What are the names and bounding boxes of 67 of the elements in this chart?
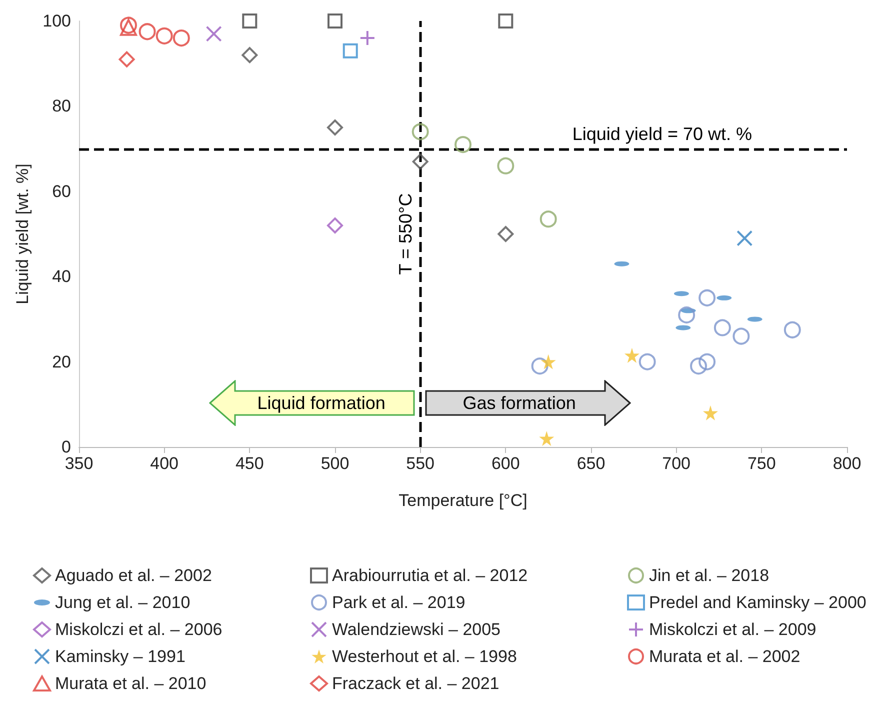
point	[498, 14, 514, 28]
y-axis-title: Liquid yield [wt. %]	[13, 164, 32, 304]
point	[690, 358, 708, 375]
y-tick-label: 40	[52, 267, 71, 286]
x-tick-label: 400	[150, 454, 179, 473]
x-tick-label: 650	[576, 454, 606, 473]
point	[736, 230, 753, 246]
y-tick-label: 60	[52, 182, 71, 201]
point	[638, 353, 656, 370]
point	[138, 23, 156, 40]
x-tick-label: 750	[747, 454, 776, 473]
point	[172, 30, 190, 47]
x-tick-label: 350	[64, 454, 94, 473]
x-tick-label: 450	[235, 454, 264, 473]
x-tick-label: 500	[320, 454, 350, 473]
legend-label: Jin et al. – 2018	[649, 566, 770, 585]
y-tick-label: 100	[42, 12, 71, 30]
point	[206, 26, 222, 42]
point	[624, 348, 640, 363]
point	[698, 353, 716, 370]
point	[342, 43, 358, 58]
point	[118, 51, 135, 68]
point	[359, 30, 376, 46]
x-tick-label: 550	[406, 454, 435, 473]
legend-label: Park et al. – 2019	[332, 593, 466, 612]
x-tick-label: 700	[662, 454, 691, 473]
point	[540, 354, 556, 370]
point	[242, 14, 258, 28]
legend-label: Fraczack et al. – 2021	[332, 674, 500, 693]
point	[539, 430, 554, 446]
legend-label: Walendziewski – 2005	[332, 620, 501, 639]
y-tick-label: 20	[52, 352, 71, 372]
x-tick-label: 600	[491, 454, 520, 473]
point	[327, 120, 343, 136]
point	[702, 405, 718, 420]
point	[497, 157, 514, 174]
ref-line-label: Liquid yield = 70 wt. %	[572, 124, 752, 144]
point	[328, 14, 342, 28]
legend-label: Kaminsky – 1991	[55, 647, 186, 666]
point	[412, 123, 429, 140]
point	[327, 217, 343, 234]
point	[784, 321, 801, 338]
y-tick-label: 80	[52, 96, 71, 116]
point	[156, 27, 173, 44]
point	[540, 210, 557, 228]
point	[498, 226, 514, 242]
legend-label: Jung et al. – 2010	[55, 593, 190, 612]
ref-line-label: T = 550°C	[395, 193, 416, 275]
legend-label: Aguado et al. – 2002	[55, 566, 212, 585]
legend-label: Murata et al. – 2002	[649, 647, 800, 666]
point	[412, 154, 428, 170]
point	[454, 136, 472, 154]
x-tick-label: 800	[832, 454, 862, 473]
legend-label: Predel and Kaminsky – 2000	[649, 593, 866, 612]
legend-label: Westerhout et al. – 1998	[332, 647, 517, 666]
legend-label: Miskolczi et al. – 2009	[649, 620, 816, 639]
x-axis-title: Temperature [°C]	[398, 491, 528, 510]
legend-label: Arabiourrutia et al. – 2012	[332, 566, 528, 585]
point	[678, 306, 696, 324]
legend-label: Murata et al. – 2010	[55, 674, 206, 693]
point	[698, 289, 716, 306]
point	[714, 319, 731, 336]
legend-label: Miskolczi et al. – 2006	[55, 620, 222, 639]
y-tick-label: 0	[62, 438, 71, 456]
point	[531, 358, 548, 375]
point	[242, 47, 258, 64]
point	[732, 328, 750, 345]
